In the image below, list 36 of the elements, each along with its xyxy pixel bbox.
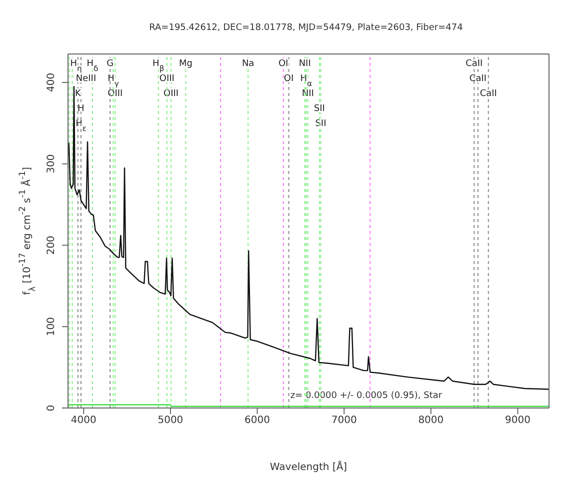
ref-line-label: H$_{β}$ bbox=[152, 59, 164, 72]
ref-line-label: H$_{δ}$ bbox=[86, 59, 99, 72]
y-tick-label: 0 bbox=[46, 404, 57, 412]
ref-line-label: SII bbox=[315, 119, 326, 129]
ref-line-label: NII bbox=[302, 89, 314, 99]
ref-line-label: NII bbox=[298, 59, 311, 69]
x-tick-label: 9000 bbox=[505, 415, 530, 426]
chart-title: RA=195.42612, DEC=18.01778, MJD=54479, Plate=2603, Fiber=474 bbox=[149, 23, 464, 33]
x-tick-label: 7000 bbox=[331, 415, 357, 426]
ref-line-label: G bbox=[106, 59, 114, 69]
x-axis-title: Wavelength [Å] bbox=[270, 460, 348, 473]
x-tick-label: 8000 bbox=[418, 415, 444, 426]
ref-line-label: H$_{α}$ bbox=[300, 74, 312, 88]
ref-line-label: NeIII bbox=[76, 74, 96, 84]
ref-line-label: CaII bbox=[469, 74, 487, 84]
y-tick-label: 400 bbox=[46, 72, 57, 92]
ref-line-label: H$_{η}$ bbox=[70, 59, 82, 72]
ref-line-label: K bbox=[74, 89, 82, 99]
y-tick-label: 300 bbox=[46, 154, 57, 174]
x-tick-label: 4000 bbox=[70, 415, 96, 426]
y-tick-label: 200 bbox=[46, 236, 57, 255]
ref-line-label: SII bbox=[314, 104, 325, 114]
ref-line-label: H$_{γ}$ bbox=[108, 74, 120, 88]
x-tick-label: 5000 bbox=[158, 415, 184, 426]
ref-line-label: OI bbox=[278, 59, 288, 69]
ref-line-label: Mg bbox=[178, 59, 192, 69]
ref-line-label: OI bbox=[284, 74, 294, 84]
ref-line-label: OIII bbox=[159, 74, 174, 84]
ref-line-label: CaII bbox=[466, 59, 483, 69]
ref-line-label: OIII bbox=[164, 89, 179, 99]
ref-line-label: Na bbox=[242, 59, 254, 69]
annotation: z= 0.0000 +/- 0.0005 (0.95), Star bbox=[290, 391, 442, 401]
ref-line-label: CaII bbox=[480, 89, 497, 99]
ref-line-label: H bbox=[78, 104, 84, 114]
x-tick-label: 6000 bbox=[244, 415, 270, 426]
y-tick-label: 100 bbox=[46, 317, 57, 336]
